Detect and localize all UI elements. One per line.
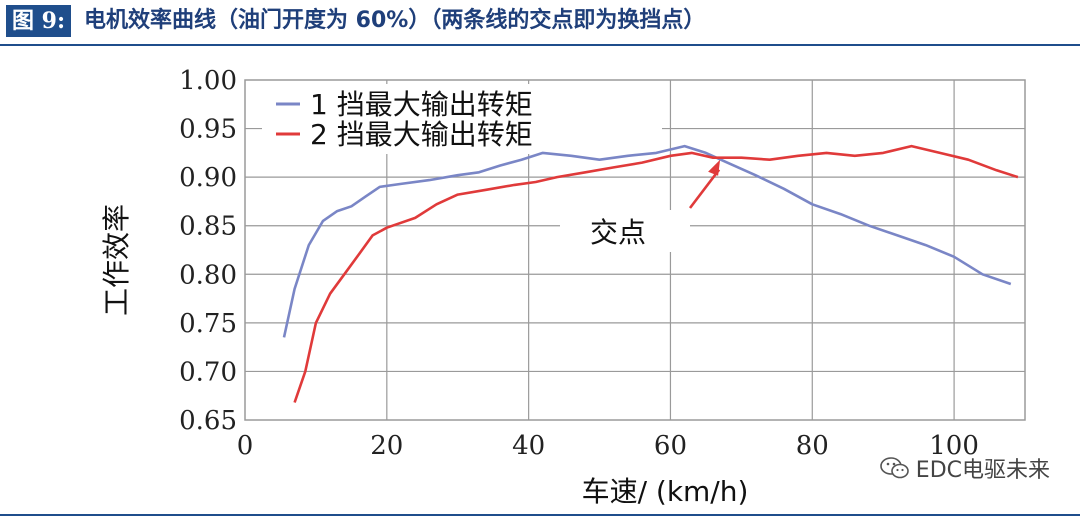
series-line-1 — [282, 144, 1012, 338]
figure-title: 电机效率曲线（油门开度为 60%）（两条线的交点即为换挡点） — [84, 8, 706, 33]
header-rule — [0, 44, 1080, 46]
y-tick-label: 0.95 — [179, 115, 237, 145]
y-tick-label: 0.80 — [179, 260, 237, 290]
x-tick-label: 80 — [796, 431, 829, 461]
x-tick-label: 60 — [654, 431, 687, 461]
x-axis-label: 车速/ (km/h) — [582, 475, 749, 508]
annotation-background — [560, 210, 690, 252]
watermark-text: EDC电驱未来 — [915, 458, 1050, 483]
y-tick-label: 0.75 — [179, 309, 237, 339]
annotation-label: 交点 — [590, 216, 646, 249]
annotation-arrowhead — [708, 159, 721, 176]
x-tick-label: 20 — [370, 431, 403, 461]
x-tick-label: 100 — [929, 431, 979, 461]
efficiency-chart: 0 20 40 60 80 100 0.65 0.70 0.75 0.80 0.85 0.90 0.95… — [100, 66, 1026, 508]
figure-label: 图 9: — [6, 5, 72, 37]
annotation-arrow — [688, 168, 721, 209]
y-axis-label: 工作效率 — [100, 204, 133, 316]
y-tick-label: 1.00 — [179, 66, 237, 96]
wechat-icon — [879, 457, 909, 479]
footer-rule — [0, 514, 1080, 516]
x-tick-label: 40 — [512, 431, 545, 461]
watermark: EDC电驱未来 — [879, 452, 1050, 484]
y-tick-label: 0.90 — [179, 163, 237, 193]
figure-header: 图 9: 电机效率曲线（油门开度为 60%）（两条线的交点即为换挡点） — [0, 0, 1080, 44]
legend-label-2: 2 挡最大输出转矩 — [310, 118, 533, 151]
legend-background — [262, 84, 662, 154]
y-tick-label: 0.85 — [179, 212, 237, 242]
x-tick-label: 0 — [237, 431, 254, 461]
series-line-2 — [293, 144, 1019, 403]
y-tick-label: 0.70 — [179, 357, 237, 387]
legend-label-1: 1 挡最大输出转矩 — [310, 88, 533, 121]
y-tick-label: 0.65 — [179, 406, 237, 436]
